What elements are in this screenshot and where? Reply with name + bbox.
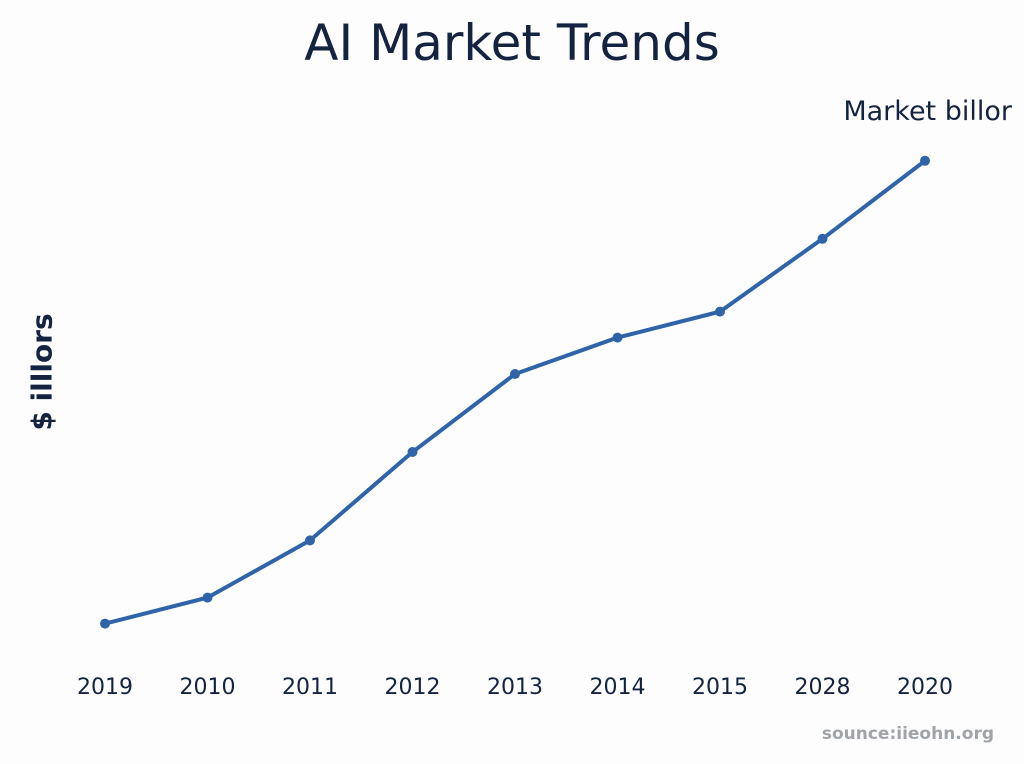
x-tick-label: 2019	[77, 675, 133, 700]
x-tick-label: 2028	[795, 675, 851, 700]
data-point	[817, 233, 828, 244]
x-tick-label: 2020	[897, 675, 953, 700]
data-point	[305, 535, 315, 546]
data-point	[510, 369, 520, 379]
data-point	[100, 618, 110, 629]
x-tick-label: 2012	[385, 675, 441, 700]
data-point	[715, 306, 725, 317]
data-point	[612, 332, 623, 343]
x-tick-label: 2013	[487, 675, 543, 700]
x-tick-label: 2011	[282, 675, 338, 700]
x-tick-label: 2015	[692, 675, 748, 700]
legend-label: Market billor	[843, 96, 1012, 127]
x-tick-label: 2010	[180, 675, 236, 700]
data-point	[407, 447, 418, 457]
chart-title: AI Market Trends	[304, 14, 720, 72]
series-line	[104, 159, 927, 626]
data-point	[202, 592, 213, 603]
data-point	[920, 155, 930, 166]
source-note: sounce:iieohn.org	[821, 724, 994, 744]
x-tick-label: 2014	[590, 675, 646, 700]
